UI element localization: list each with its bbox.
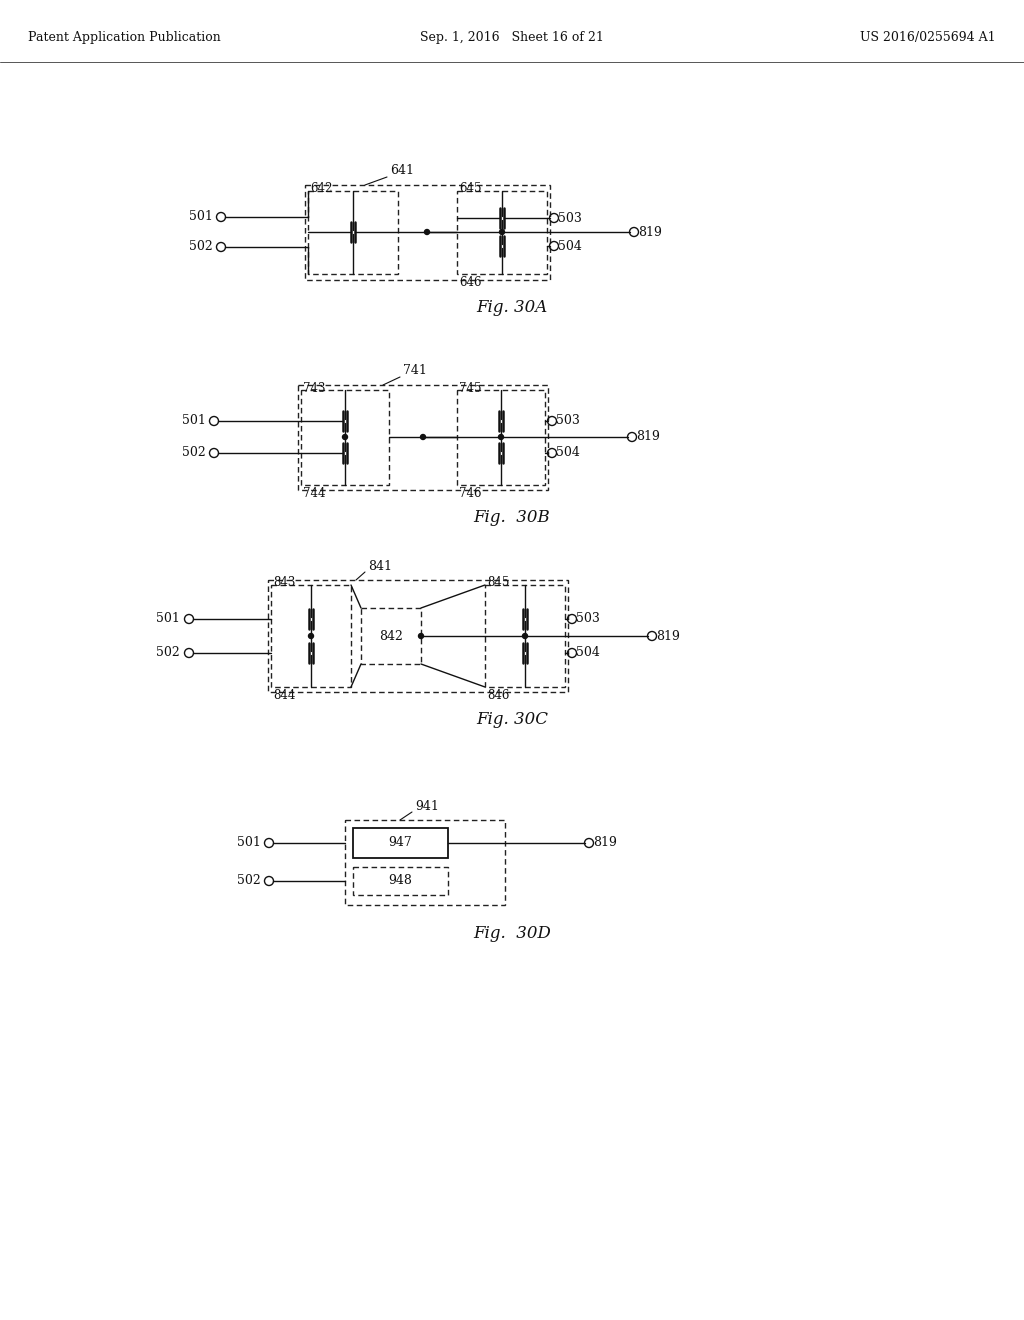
Text: 645: 645 (459, 182, 481, 195)
Text: 646: 646 (459, 276, 481, 289)
Circle shape (500, 230, 505, 235)
Text: 941: 941 (415, 800, 439, 813)
Text: 502: 502 (189, 240, 213, 253)
Bar (345, 820, 505, 906)
Text: 502: 502 (182, 446, 206, 459)
Bar (353, 867, 449, 895)
Text: 501: 501 (182, 414, 206, 428)
Text: 819: 819 (638, 226, 662, 239)
Circle shape (425, 230, 429, 235)
Text: 503: 503 (575, 612, 600, 626)
Circle shape (308, 634, 313, 639)
Text: 819: 819 (656, 630, 680, 643)
Text: US 2016/0255694 A1: US 2016/0255694 A1 (860, 32, 996, 45)
Text: 501: 501 (156, 612, 180, 626)
Text: 819: 819 (593, 837, 616, 850)
Text: 503: 503 (556, 414, 580, 428)
Text: 845: 845 (487, 577, 509, 590)
Bar (485, 585, 565, 686)
Text: 843: 843 (273, 577, 295, 590)
Bar (353, 828, 449, 858)
Bar (305, 185, 550, 280)
Text: 741: 741 (403, 364, 427, 378)
Text: 504: 504 (558, 239, 582, 252)
Text: 504: 504 (556, 446, 580, 459)
Text: 844: 844 (273, 689, 295, 702)
Text: Fig.  30D: Fig. 30D (473, 924, 551, 941)
Text: Fig. 30C: Fig. 30C (476, 711, 548, 729)
Text: 745: 745 (459, 381, 481, 395)
Text: 502: 502 (237, 874, 261, 887)
Circle shape (419, 634, 424, 639)
Text: 841: 841 (368, 560, 392, 573)
Bar (361, 609, 421, 664)
Text: 504: 504 (575, 647, 600, 660)
Circle shape (522, 634, 527, 639)
Text: 947: 947 (388, 837, 412, 850)
Bar (298, 385, 548, 490)
Text: 819: 819 (636, 430, 659, 444)
Text: 743: 743 (303, 381, 326, 395)
Text: 846: 846 (487, 689, 509, 702)
Text: 641: 641 (390, 165, 414, 177)
Text: 503: 503 (558, 211, 582, 224)
Bar (268, 579, 568, 692)
Text: 746: 746 (459, 487, 481, 500)
Bar (301, 389, 389, 484)
Bar (271, 585, 351, 686)
Bar (457, 389, 545, 484)
Text: 842: 842 (379, 630, 402, 643)
Text: Sep. 1, 2016   Sheet 16 of 21: Sep. 1, 2016 Sheet 16 of 21 (420, 32, 604, 45)
Text: 501: 501 (237, 837, 261, 850)
Circle shape (342, 434, 347, 440)
Text: Fig.  30B: Fig. 30B (474, 510, 550, 527)
Text: 502: 502 (156, 647, 180, 660)
Bar (457, 191, 547, 275)
Text: 501: 501 (189, 210, 213, 223)
Circle shape (421, 434, 426, 440)
Bar (308, 191, 398, 275)
Text: Fig. 30A: Fig. 30A (476, 300, 548, 317)
Text: 744: 744 (303, 487, 326, 500)
Text: 948: 948 (388, 874, 412, 887)
Circle shape (499, 434, 504, 440)
Text: Patent Application Publication: Patent Application Publication (28, 32, 221, 45)
Text: 642: 642 (310, 182, 333, 195)
